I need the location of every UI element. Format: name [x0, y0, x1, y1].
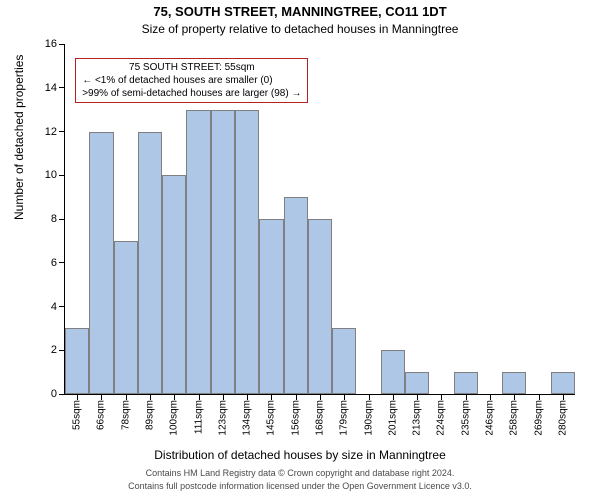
x-tick-label: 145sqm: [266, 400, 277, 436]
chart-title-main: 75, SOUTH STREET, MANNINGTREE, CO11 1DT: [0, 4, 600, 19]
y-tick-label: 14: [45, 82, 57, 94]
x-tick-label: 235sqm: [460, 400, 471, 436]
bar: [235, 110, 259, 394]
x-tick-label: 179sqm: [339, 400, 350, 436]
y-tick-label: 6: [51, 257, 57, 269]
y-tick: [59, 219, 65, 220]
bar: [502, 372, 526, 394]
x-tick-label: 246sqm: [485, 400, 496, 436]
x-tick-label: 224sqm: [436, 400, 447, 436]
x-tick-label: 66sqm: [96, 400, 107, 430]
x-axis-title: Distribution of detached houses by size …: [0, 448, 600, 462]
y-tick: [59, 262, 65, 263]
x-tick-label: 123sqm: [217, 400, 228, 436]
bar: [332, 328, 356, 394]
annotation-box: 75 SOUTH STREET: 55sqm← <1% of detached …: [75, 58, 308, 103]
x-tick-label: 280sqm: [557, 400, 568, 436]
y-tick: [59, 87, 65, 88]
annotation-line: 75 SOUTH STREET: 55sqm: [82, 61, 301, 74]
x-tick-label: 89sqm: [145, 400, 156, 430]
bar: [308, 219, 332, 394]
x-tick-label: 201sqm: [387, 400, 398, 436]
x-tick-label: 213sqm: [412, 400, 423, 436]
y-axis-title: Number of detached properties: [12, 55, 26, 220]
bar: [89, 132, 113, 395]
bar: [259, 219, 283, 394]
chart-title-sub: Size of property relative to detached ho…: [0, 22, 600, 36]
y-tick-label: 12: [45, 126, 57, 138]
x-tick-label: 100sqm: [169, 400, 180, 436]
x-tick-label: 111sqm: [193, 400, 204, 434]
x-tick-label: 55sqm: [72, 400, 83, 430]
x-tick-label: 134sqm: [242, 400, 253, 436]
x-tick-label: 258sqm: [509, 400, 520, 436]
y-tick-label: 8: [51, 213, 57, 225]
y-tick: [59, 175, 65, 176]
x-tick-label: 190sqm: [363, 400, 374, 436]
x-tick-label: 78sqm: [120, 400, 131, 430]
bar: [551, 372, 575, 394]
y-tick-label: 0: [51, 388, 57, 400]
chart-container: 75, SOUTH STREET, MANNINGTREE, CO11 1DT …: [0, 0, 600, 500]
bar: [454, 372, 478, 394]
y-tick: [59, 131, 65, 132]
bar: [65, 328, 89, 394]
plot-area: 75 SOUTH STREET: 55sqm← <1% of detached …: [64, 44, 575, 395]
bar: [211, 110, 235, 394]
x-tick-label: 168sqm: [315, 400, 326, 436]
footer-line-2: Contains full postcode information licen…: [0, 481, 600, 493]
bar: [284, 197, 308, 394]
bar: [186, 110, 210, 394]
footer-line-1: Contains HM Land Registry data © Crown c…: [0, 468, 600, 480]
bar: [162, 175, 186, 394]
annotation-line: >99% of semi-detached houses are larger …: [82, 87, 301, 100]
y-tick-label: 4: [51, 301, 57, 313]
bar: [138, 132, 162, 395]
y-tick-label: 2: [51, 344, 57, 356]
x-tick-label: 269sqm: [533, 400, 544, 436]
annotation-line: ← <1% of detached houses are smaller (0): [82, 74, 301, 87]
y-tick-label: 16: [45, 38, 57, 50]
y-tick: [59, 306, 65, 307]
bar: [381, 350, 405, 394]
y-tick-label: 10: [45, 169, 57, 181]
y-tick: [59, 44, 65, 45]
bar: [114, 241, 138, 394]
bar: [405, 372, 429, 394]
x-tick-label: 156sqm: [290, 400, 301, 436]
